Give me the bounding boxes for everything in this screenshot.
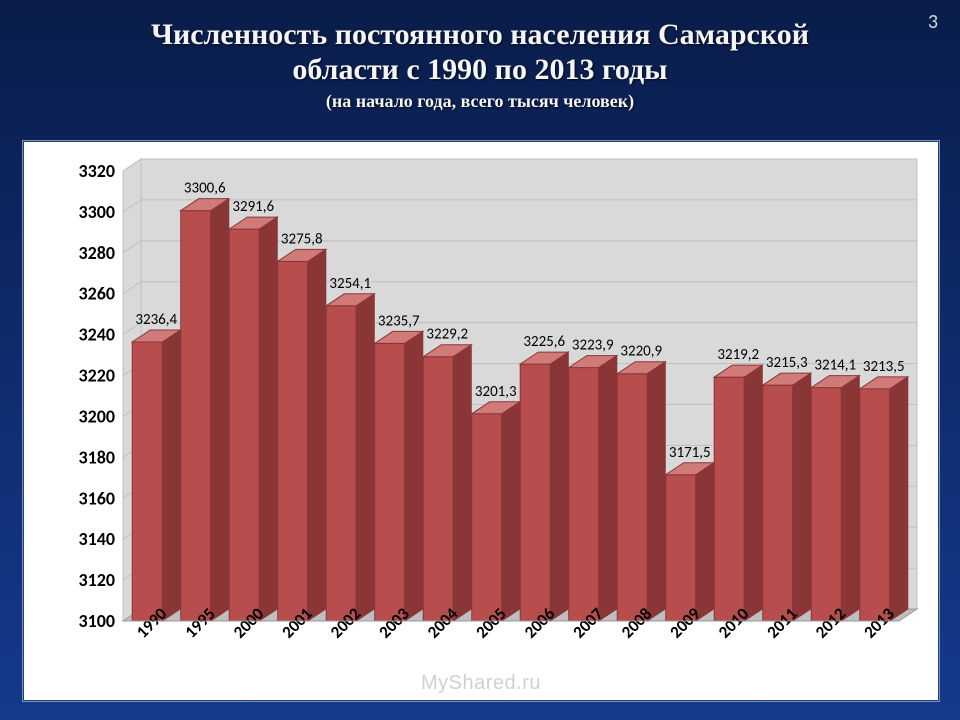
y-tick-label: 3120 (79, 569, 116, 591)
bar (375, 343, 405, 621)
data-label: 3213,5 (863, 358, 905, 376)
data-label: 3223,9 (572, 337, 614, 355)
bar (763, 385, 793, 621)
data-label: 3254,1 (329, 275, 371, 293)
data-label: 3236,4 (135, 311, 177, 329)
data-label: 3225,6 (523, 333, 565, 351)
slide: 3 Численность постоянного населения Сама… (0, 0, 960, 720)
title-line2: области с 1990 по 2013 годы (0, 53, 960, 88)
y-tick-label: 3180 (79, 446, 116, 468)
data-label: 3201,3 (475, 383, 517, 401)
bar (714, 377, 744, 621)
slide-title: Численность постоянного населения Самарс… (0, 18, 960, 112)
chart-container: 3100 3120 3140 3160 3180 3200 3220 3240 3260 3280… (22, 140, 940, 702)
data-label: 3215,3 (766, 354, 808, 372)
y-tick-label: 3160 (79, 487, 116, 509)
y-tick-label: 3200 (79, 405, 116, 427)
data-label: 3275,8 (281, 230, 323, 248)
bar (423, 357, 453, 621)
data-label: 3229,2 (426, 326, 468, 344)
bar (666, 475, 696, 621)
y-tick-label: 3320 (79, 160, 116, 182)
data-label: 3300,6 (184, 180, 226, 198)
bar (617, 374, 647, 621)
data-label: 3220,9 (620, 343, 662, 361)
bar (229, 229, 259, 621)
data-label: 3214,1 (814, 357, 856, 375)
bar (132, 342, 162, 621)
data-label: 3171,5 (669, 444, 711, 462)
bar (278, 261, 308, 621)
y-tick-label: 3240 (79, 324, 116, 346)
y-tick-label: 3220 (79, 365, 116, 387)
y-tick-label: 3140 (79, 528, 116, 550)
y-tick-label: 3280 (79, 242, 116, 264)
data-label: 3291,6 (232, 198, 274, 216)
bar (520, 364, 550, 621)
bar (181, 211, 211, 621)
bar (569, 368, 599, 621)
title-line1: Численность постоянного населения Самарс… (0, 18, 960, 53)
y-tick-label: 3100 (79, 610, 116, 632)
data-label: 3219,2 (717, 346, 759, 364)
bar (326, 306, 356, 621)
bar (860, 389, 890, 621)
y-tick-label: 3300 (79, 201, 116, 223)
data-label: 3235,7 (378, 312, 420, 330)
bar (472, 414, 502, 621)
bar (811, 388, 841, 621)
chart-svg: 3100 3120 3140 3160 3180 3200 3220 3240 3260 3280… (23, 141, 939, 701)
subtitle: (на начало года, всего тысяч человек) (0, 91, 960, 112)
y-tick-label: 3260 (79, 283, 116, 305)
